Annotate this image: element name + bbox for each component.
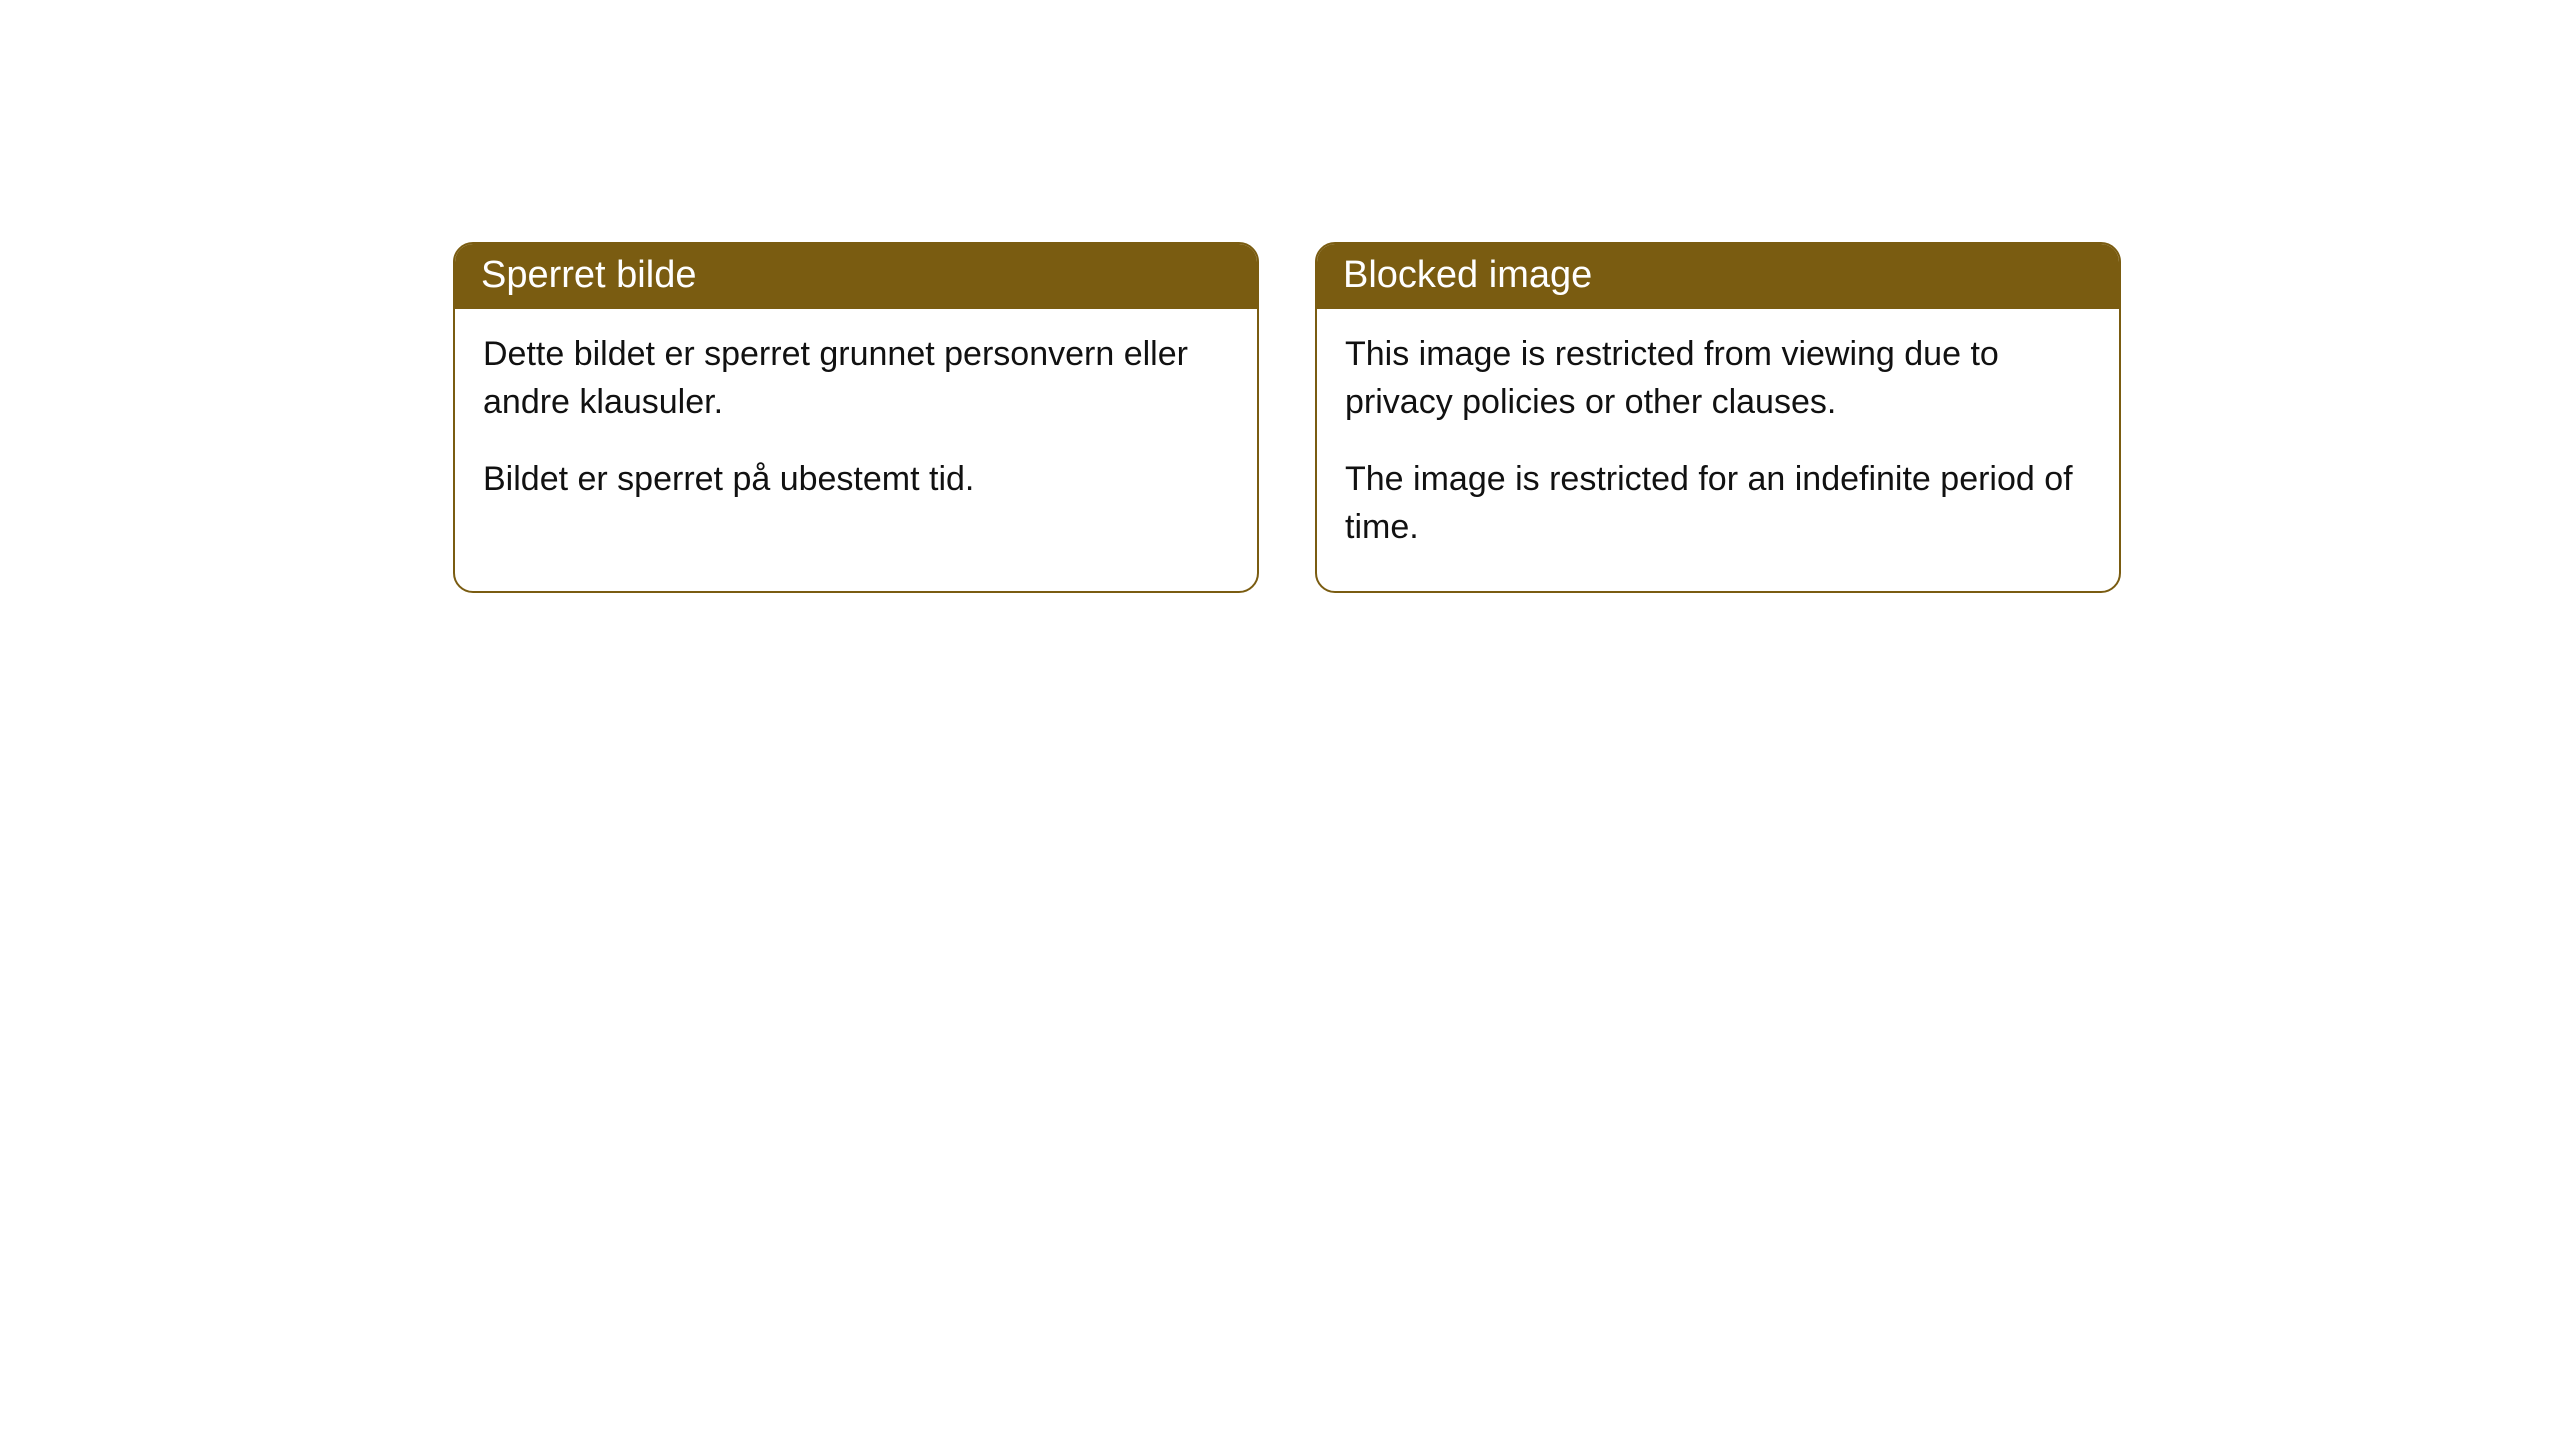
card-text-no-2: Bildet er sperret på ubestemt tid. bbox=[483, 456, 1229, 504]
card-body-no: Dette bildet er sperret grunnet personve… bbox=[455, 309, 1257, 544]
blocked-image-card-no: Sperret bilde Dette bildet er sperret gr… bbox=[453, 242, 1259, 593]
blocked-image-card-en: Blocked image This image is restricted f… bbox=[1315, 242, 2121, 593]
card-body-en: This image is restricted from viewing du… bbox=[1317, 309, 2119, 591]
notice-cards-container: Sperret bilde Dette bildet er sperret gr… bbox=[453, 242, 2121, 593]
card-title-no: Sperret bilde bbox=[455, 244, 1257, 309]
card-text-no-1: Dette bildet er sperret grunnet personve… bbox=[483, 331, 1229, 426]
card-text-en-2: The image is restricted for an indefinit… bbox=[1345, 456, 2091, 551]
card-text-en-1: This image is restricted from viewing du… bbox=[1345, 331, 2091, 426]
card-title-en: Blocked image bbox=[1317, 244, 2119, 309]
